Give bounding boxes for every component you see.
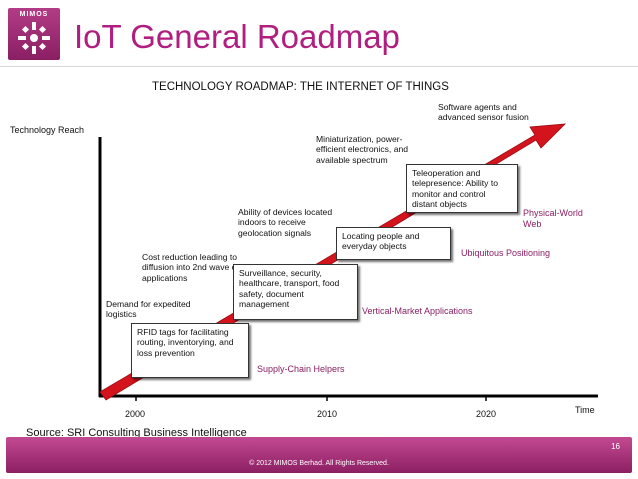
driver-cost-reduction: Cost reduction leading to diffusion into…	[142, 252, 239, 283]
logo-mark-icon	[18, 22, 50, 54]
driver-miniaturization: Miniaturization, power-efficient electro…	[316, 134, 409, 165]
x-tick-label-2010: 2010	[317, 409, 338, 419]
x-tick-label-2000: 2000	[125, 409, 146, 419]
x-axis-label: Time	[575, 405, 595, 415]
y-axis-label: Technology Reach	[10, 125, 85, 135]
diagram-title: TECHNOLOGY ROADMAP: THE INTERNET OF THIN…	[152, 81, 449, 93]
source-note: Source: SRI Consulting Business Intellig…	[26, 427, 247, 439]
phase-vertical-market: Vertical-Market Applications	[362, 306, 473, 316]
copyright: © 2012 MIMOS Berhad. All Rights Reserved…	[249, 460, 389, 467]
logo-text: MIMOS	[19, 11, 49, 18]
driver-software-agents: Software agents and advanced sensor fusi…	[438, 102, 529, 123]
x-tick-label-2020: 2020	[476, 409, 497, 419]
phase-physical-world-web: Physical-World Web	[523, 208, 583, 229]
phase-ubiquitous: Ubiquitous Positioning	[461, 248, 551, 258]
footer-bar: 16 © 2012 MIMOS Berhad. All Rights Reser…	[6, 437, 632, 473]
capability-rfid-tags: RFID tags for facilitating routing, inve…	[131, 323, 249, 378]
mimos-logo: MIMOS	[8, 8, 60, 60]
page-title: IoT General Roadmap	[74, 18, 400, 55]
driver-logistics: Demand for expedited logistics	[106, 299, 191, 320]
page-number: 16	[611, 442, 620, 451]
capability-locating: Locating people and everyday objects	[336, 227, 451, 260]
phase-supply-chain: Supply-Chain Helpers	[257, 364, 345, 374]
capability-teleoperation: Teleoperation and telepresence: Ability …	[406, 164, 518, 213]
header-divider	[0, 66, 638, 67]
driver-indoor-geolocation: Ability of devices located indoors to re…	[238, 207, 333, 238]
capability-surveillance: Surveillance, security, healthcare, tran…	[233, 264, 358, 320]
